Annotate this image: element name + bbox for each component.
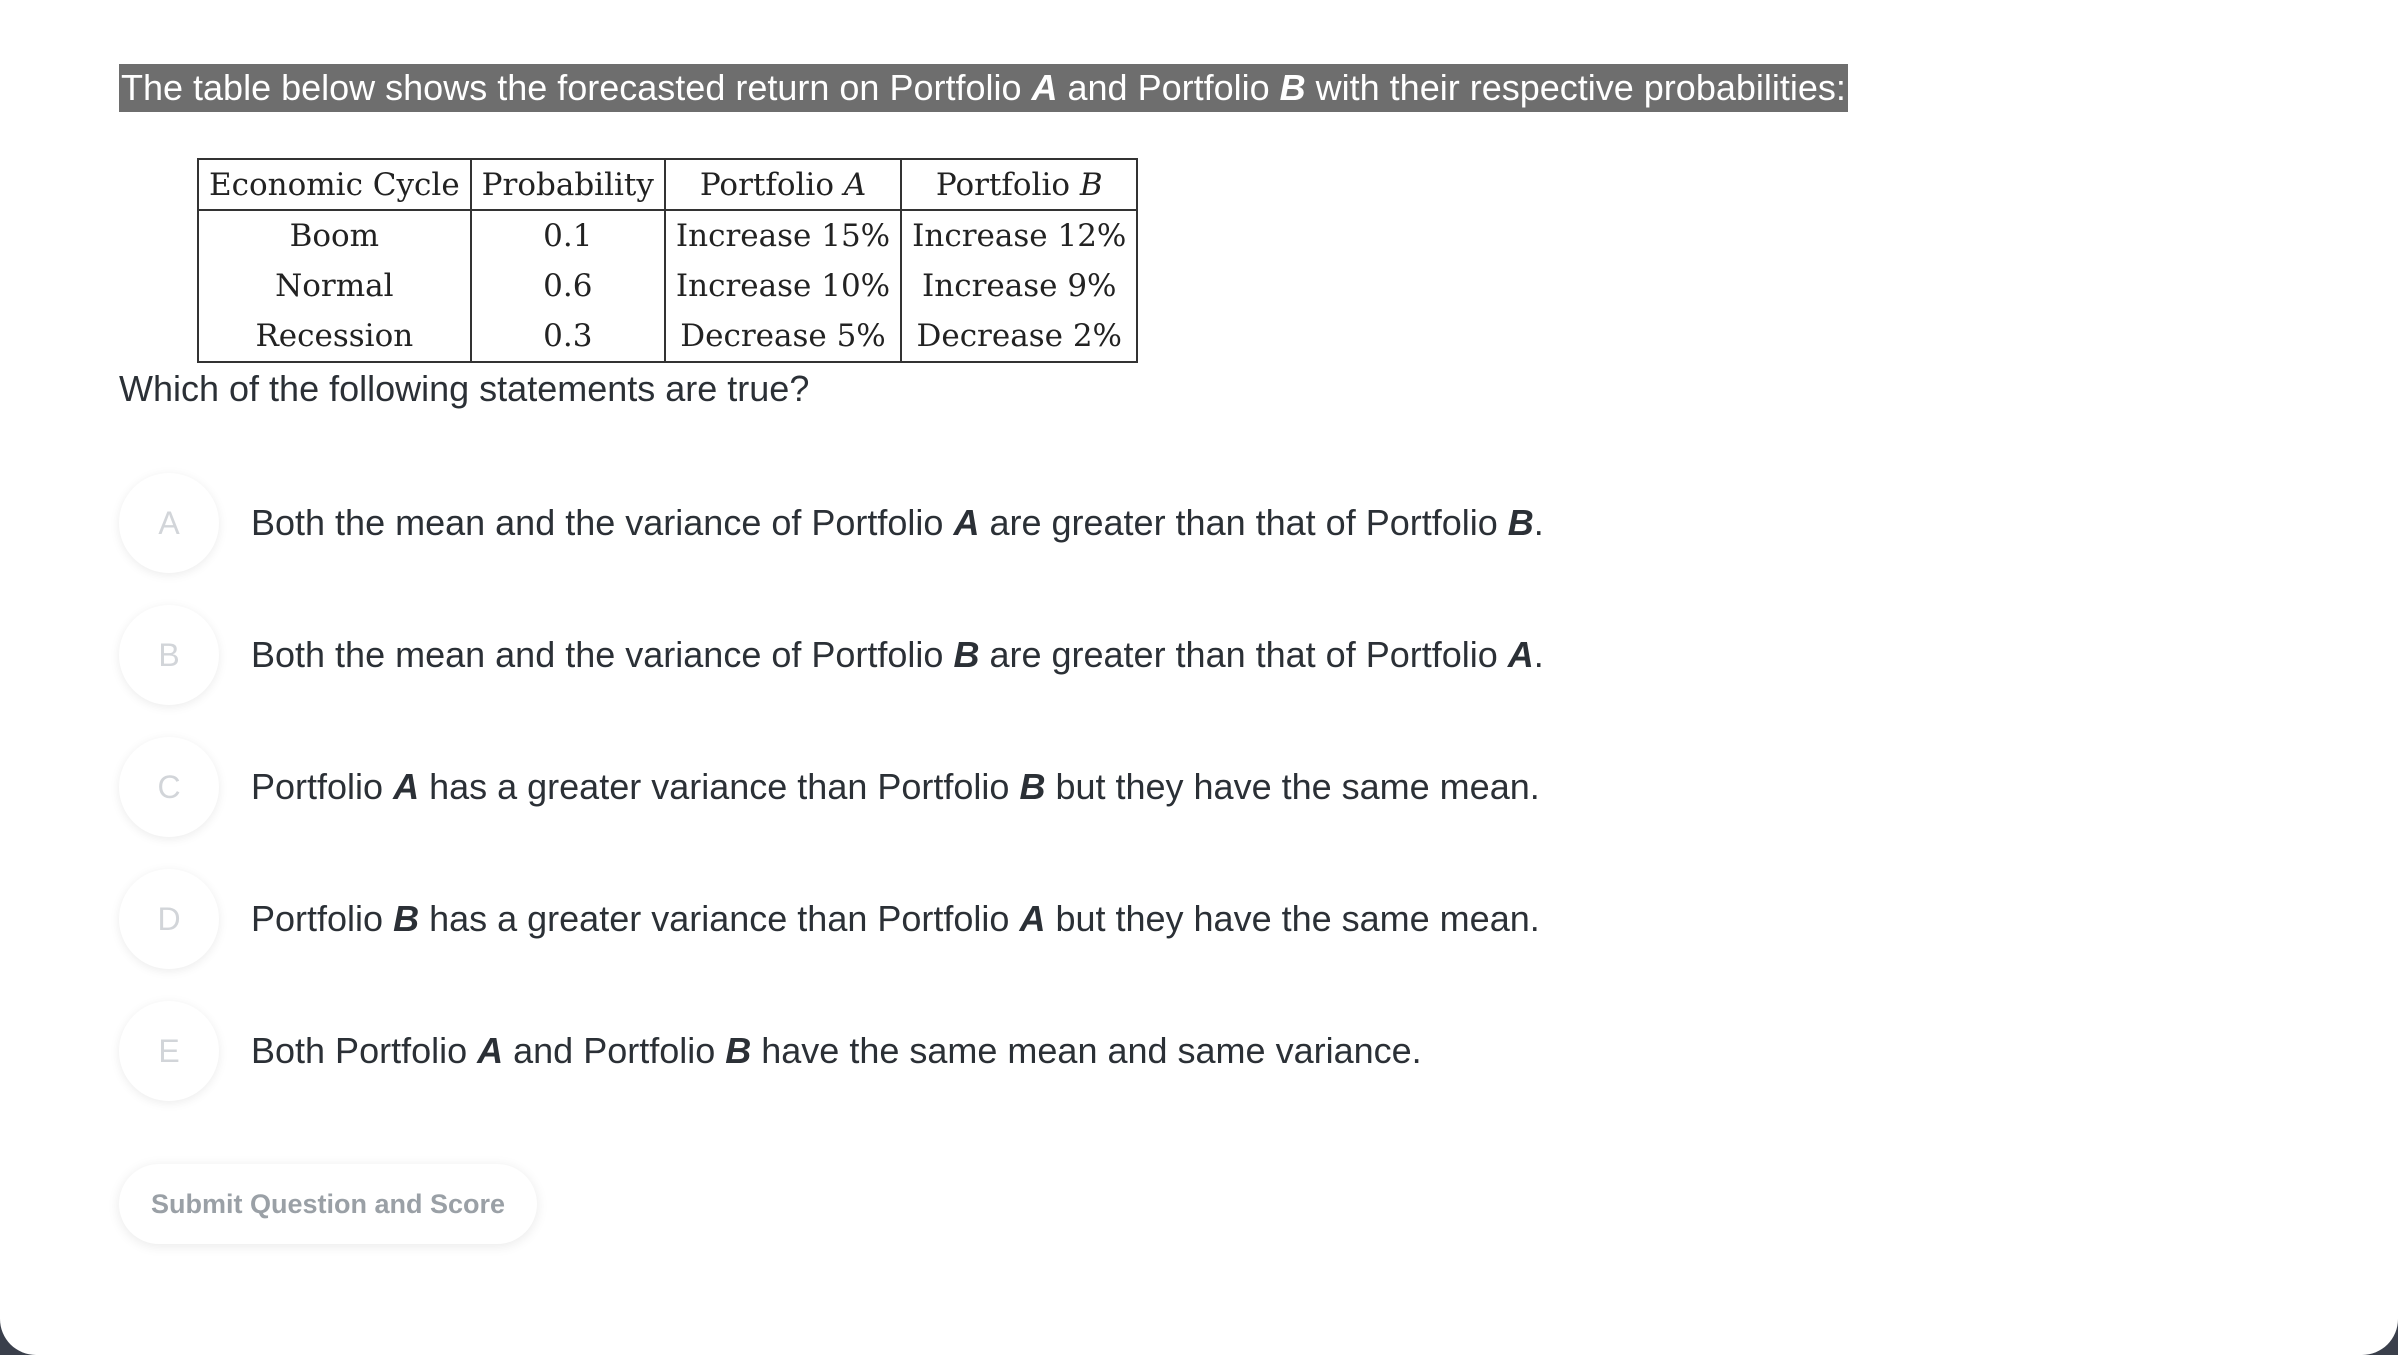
- option-text-part: Both Portfolio: [251, 1030, 478, 1071]
- option-text-part: Portfolio: [251, 898, 394, 939]
- option-text-part: has a greater variance than Portfolio: [419, 766, 1020, 807]
- intro-var-b: B: [1279, 67, 1306, 108]
- option-d[interactable]: D Portfolio B has a greater variance tha…: [119, 869, 1540, 969]
- option-text-part: are greater than that of Portfolio: [979, 502, 1508, 543]
- option-text-part: but they have the same mean.: [1045, 766, 1540, 807]
- option-var: A: [393, 766, 420, 807]
- header-cycle: Economic Cycle: [197, 158, 472, 211]
- option-text-part: but they have the same mean.: [1045, 898, 1540, 939]
- option-text-part: has a greater variance than Portfolio: [419, 898, 1020, 939]
- submit-button[interactable]: Submit Question and Score: [119, 1164, 537, 1244]
- option-letter-badge[interactable]: D: [119, 869, 219, 969]
- option-text-part: are greater than that of Portfolio: [979, 634, 1508, 675]
- cell-portfolio-b: Decrease 2%: [900, 311, 1139, 363]
- option-var: A: [1019, 898, 1046, 939]
- cell-portfolio-b: Increase 9%: [900, 261, 1139, 311]
- intro-suffix: with their respective probabilities:: [1305, 67, 1846, 108]
- option-var: A: [953, 502, 980, 543]
- option-e[interactable]: E Both Portfolio A and Portfolio B have …: [119, 1001, 1422, 1101]
- header-portfolio-a: Portfolio A: [663, 158, 903, 211]
- intro-prefix: The table below shows the forecasted ret…: [121, 67, 1032, 108]
- option-text-part: Both the mean and the variance of Portfo…: [251, 634, 954, 675]
- option-var: B: [1019, 766, 1046, 807]
- option-text-part: Portfolio: [251, 766, 394, 807]
- header-probability: Probability: [469, 158, 666, 211]
- returns-table: Economic Cycle Probability Portfolio A P…: [197, 158, 1139, 363]
- option-b[interactable]: B Both the mean and the variance of Port…: [119, 605, 1544, 705]
- option-text-part: have the same mean and same variance.: [751, 1030, 1422, 1071]
- option-var: B: [953, 634, 980, 675]
- option-text[interactable]: Both the mean and the variance of Portfo…: [251, 634, 1544, 676]
- option-text[interactable]: Both the mean and the variance of Portfo…: [251, 502, 1544, 544]
- cell-cycle: Recession: [197, 311, 472, 363]
- intro-var-a: A: [1031, 67, 1058, 108]
- question-prompt: Which of the following statements are tr…: [119, 368, 810, 409]
- option-letter-badge[interactable]: C: [119, 737, 219, 837]
- header-portfolio-a-var: A: [843, 166, 867, 203]
- table-row: Recession 0.3 Decrease 5% Decrease 2%: [197, 311, 1139, 363]
- option-var: B: [393, 898, 420, 939]
- cell-portfolio-a: Increase 10%: [663, 261, 903, 311]
- cell-portfolio-b: Increase 12%: [900, 210, 1139, 261]
- option-var: B: [1507, 502, 1534, 543]
- option-text-part: and Portfolio: [503, 1030, 726, 1071]
- cell-probability: 0.6: [469, 261, 666, 311]
- option-text[interactable]: Portfolio A has a greater variance than …: [251, 766, 1540, 808]
- header-portfolio-b-prefix: Portfolio: [935, 166, 1080, 203]
- option-text-part: Both the mean and the variance of Portfo…: [251, 502, 954, 543]
- option-text[interactable]: Both Portfolio A and Portfolio B have th…: [251, 1030, 1422, 1072]
- option-letter-badge[interactable]: A: [119, 473, 219, 573]
- cell-probability: 0.1: [469, 210, 666, 261]
- option-letter-badge[interactable]: B: [119, 605, 219, 705]
- table-header-row: Economic Cycle Probability Portfolio A P…: [197, 158, 1139, 211]
- option-var: B: [725, 1030, 752, 1071]
- option-text-part: .: [1533, 502, 1544, 543]
- header-portfolio-b: Portfolio B: [900, 158, 1139, 211]
- header-portfolio-a-prefix: Portfolio: [699, 166, 844, 203]
- option-a[interactable]: A Both the mean and the variance of Port…: [119, 473, 1544, 573]
- cell-probability: 0.3: [469, 311, 666, 363]
- option-var: A: [1507, 634, 1534, 675]
- table-row: Normal 0.6 Increase 10% Increase 9%: [197, 261, 1139, 311]
- cell-portfolio-a: Increase 15%: [663, 210, 903, 261]
- option-letter-badge[interactable]: E: [119, 1001, 219, 1101]
- cell-portfolio-a: Decrease 5%: [663, 311, 903, 363]
- cell-cycle: Boom: [197, 210, 472, 261]
- intro-mid: and Portfolio: [1057, 67, 1280, 108]
- cell-cycle: Normal: [197, 261, 472, 311]
- option-text-part: .: [1533, 634, 1544, 675]
- option-var: A: [477, 1030, 504, 1071]
- table-row: Boom 0.1 Increase 15% Increase 12%: [197, 210, 1139, 261]
- question-intro: The table below shows the forecasted ret…: [119, 64, 1848, 112]
- option-c[interactable]: C Portfolio A has a greater variance tha…: [119, 737, 1540, 837]
- header-portfolio-b-var: B: [1079, 166, 1103, 203]
- option-text[interactable]: Portfolio B has a greater variance than …: [251, 898, 1540, 940]
